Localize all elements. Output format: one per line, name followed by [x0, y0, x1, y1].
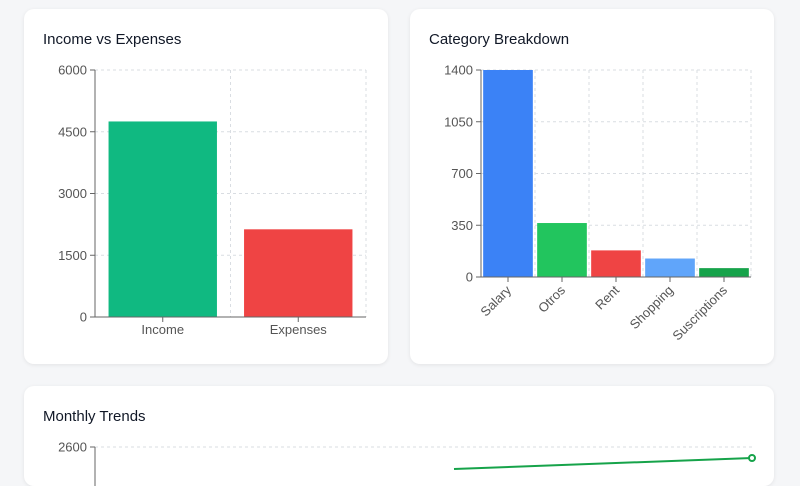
- x-tick-label: Expenses: [270, 322, 328, 337]
- income-vs-expenses-title: Income vs Expenses: [43, 31, 182, 48]
- monthly-trends-chart: 2600: [58, 440, 756, 486]
- bar-shopping: [645, 258, 695, 277]
- y-tick-label: 2600: [58, 440, 87, 455]
- bar-income: [108, 121, 217, 317]
- bar-rent: [591, 250, 641, 277]
- x-tick-label: Salary: [477, 282, 514, 319]
- monthly-trends-title: Monthly Trends: [43, 408, 146, 425]
- income-vs-expenses-chart: 0 1500 3000 4500 6000 Income Expenses: [58, 63, 367, 337]
- bar-otros: [537, 223, 587, 277]
- category-breakdown-title: Category Breakdown: [429, 31, 570, 48]
- x-tick-label: Shopping: [627, 283, 676, 332]
- income-vs-expenses-card: Income vs Expenses 0 1500 3000 4500 6000 Inco…: [24, 9, 388, 364]
- x-tick-label: Suscriptions: [669, 282, 730, 343]
- y-tick-label: 350: [451, 218, 473, 233]
- category-breakdown-card: Category Breakdown 0 350 700 1050 1400 Salary…: [410, 9, 774, 364]
- y-tick-label: 1500: [58, 248, 87, 263]
- bar-suscriptions: [699, 268, 749, 277]
- y-tick-label: 0: [466, 270, 473, 285]
- x-tick-label: Otros: [535, 282, 568, 315]
- y-tick-label: 1050: [444, 114, 473, 129]
- y-tick-label: 1400: [444, 63, 473, 78]
- y-tick-label: 0: [80, 310, 87, 325]
- y-tick-label: 700: [451, 166, 473, 181]
- category-breakdown-chart: 0 350 700 1050 1400 Salary Otros Rent ShoppingSu…: [444, 63, 752, 343]
- series-line: [453, 457, 753, 470]
- bar-salary: [483, 70, 533, 277]
- x-tick-label: Income: [141, 322, 184, 337]
- y-tick-label: 6000: [58, 63, 87, 78]
- y-tick-label: 3000: [58, 186, 87, 201]
- series-point: [748, 454, 756, 462]
- monthly-trends-card: Monthly Trends 2600: [24, 386, 774, 486]
- x-tick-label: Rent: [592, 282, 622, 312]
- bar-expenses: [244, 229, 353, 317]
- y-tick-label: 4500: [58, 124, 87, 139]
